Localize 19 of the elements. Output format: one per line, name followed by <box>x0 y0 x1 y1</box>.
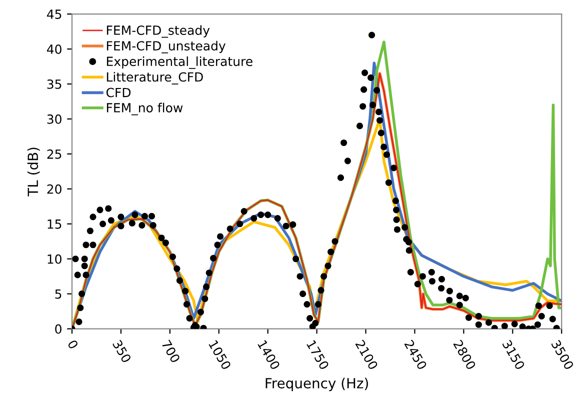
y-tick-label: 30 <box>47 114 62 124</box>
legend-label: FEM_no flow <box>106 102 183 116</box>
y-tick-label: 40 <box>46 44 62 54</box>
x-axis-title: Frequency (Hz) <box>266 378 368 392</box>
y-axis-title: TL (dB) <box>27 148 40 196</box>
y-tick-label: 25 <box>47 149 62 159</box>
legend-label: CFD <box>106 88 131 98</box>
y-tick-label: 0 <box>55 324 62 334</box>
y-tick-label: 20 <box>47 184 62 194</box>
legend-label: Litterature_CFD <box>106 72 203 84</box>
y-tick-label: 15 <box>48 220 62 229</box>
y-tick-label: 35 <box>47 79 62 89</box>
legend-label: FEM-CFD_unsteady <box>106 40 226 54</box>
y-tick-label: 45 <box>46 10 62 19</box>
y-tick-label: 10 <box>48 254 62 264</box>
legend-label: Experimental_literature <box>106 56 252 69</box>
x-tick-label: 0 <box>67 339 79 350</box>
y-tick-label: 5 <box>55 289 62 299</box>
legend-label: FEM-CFD_steady <box>106 25 210 38</box>
